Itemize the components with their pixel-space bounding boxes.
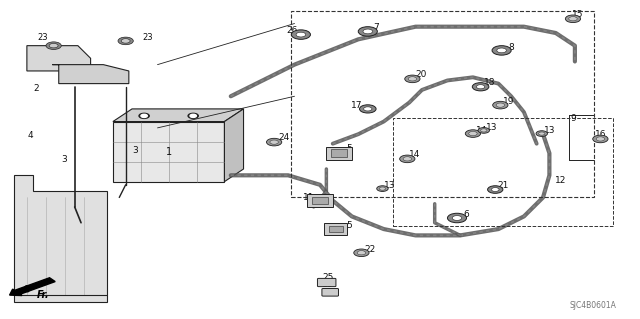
Text: 23: 23 — [143, 33, 153, 42]
Circle shape — [354, 249, 369, 256]
Text: 22: 22 — [364, 245, 375, 254]
Circle shape — [565, 15, 580, 23]
Circle shape — [399, 155, 415, 163]
Circle shape — [270, 140, 278, 144]
Text: 3: 3 — [132, 145, 138, 154]
Text: 1: 1 — [166, 147, 172, 157]
Text: 15: 15 — [572, 10, 584, 19]
Circle shape — [472, 83, 489, 91]
Text: 16: 16 — [595, 130, 606, 139]
Circle shape — [539, 132, 545, 135]
Text: 17: 17 — [351, 100, 363, 110]
FancyBboxPatch shape — [322, 288, 339, 296]
Bar — [332, 149, 347, 157]
Text: Fr.: Fr. — [36, 291, 49, 300]
Circle shape — [357, 251, 365, 255]
Circle shape — [478, 128, 490, 133]
Circle shape — [380, 187, 386, 190]
Bar — [324, 223, 348, 235]
Circle shape — [408, 77, 417, 81]
Circle shape — [481, 129, 487, 132]
Circle shape — [496, 103, 504, 107]
Polygon shape — [113, 109, 244, 122]
Text: 12: 12 — [555, 175, 566, 185]
Circle shape — [360, 105, 376, 113]
Bar — [326, 147, 352, 160]
Circle shape — [296, 32, 306, 37]
Text: SJC4B0601A: SJC4B0601A — [570, 301, 616, 310]
Text: 4: 4 — [28, 131, 33, 140]
Text: 5: 5 — [346, 221, 351, 230]
Circle shape — [358, 27, 378, 36]
Text: 25: 25 — [322, 273, 333, 282]
Text: 2: 2 — [34, 84, 39, 93]
Bar — [329, 226, 343, 233]
Text: 26: 26 — [286, 26, 298, 35]
Circle shape — [536, 131, 547, 137]
Polygon shape — [225, 109, 244, 182]
Text: 13: 13 — [385, 181, 396, 190]
Polygon shape — [27, 46, 91, 71]
Circle shape — [46, 42, 61, 49]
Circle shape — [468, 131, 477, 136]
Text: 9: 9 — [571, 114, 577, 123]
Circle shape — [569, 17, 577, 21]
Text: 8: 8 — [508, 43, 514, 52]
Circle shape — [492, 46, 511, 55]
Text: 11: 11 — [303, 193, 314, 202]
Circle shape — [141, 114, 147, 117]
Circle shape — [291, 30, 310, 39]
Circle shape — [465, 130, 481, 137]
Text: 14: 14 — [409, 150, 420, 159]
Polygon shape — [14, 175, 106, 302]
Text: 10: 10 — [322, 280, 333, 289]
Circle shape — [596, 137, 605, 141]
Text: 18: 18 — [484, 78, 495, 87]
Text: 7: 7 — [373, 23, 379, 32]
Circle shape — [121, 39, 130, 43]
Bar — [312, 197, 328, 204]
Circle shape — [404, 75, 420, 83]
Text: 3: 3 — [61, 155, 67, 164]
Circle shape — [492, 188, 499, 191]
Text: 23: 23 — [38, 33, 48, 42]
Text: 21: 21 — [498, 181, 509, 190]
Text: 13: 13 — [543, 126, 555, 135]
Bar — [307, 194, 333, 207]
Circle shape — [190, 114, 196, 117]
FancyArrow shape — [10, 278, 55, 295]
Text: 13: 13 — [486, 123, 498, 132]
Circle shape — [139, 113, 149, 118]
Text: 19: 19 — [503, 97, 515, 107]
Circle shape — [363, 29, 372, 34]
Circle shape — [452, 216, 462, 220]
Text: 6: 6 — [464, 210, 469, 219]
FancyBboxPatch shape — [317, 278, 336, 286]
Circle shape — [377, 186, 388, 191]
Bar — [291, 11, 594, 197]
Text: 14: 14 — [476, 126, 487, 135]
Text: 5: 5 — [346, 144, 351, 153]
Circle shape — [49, 43, 58, 48]
Circle shape — [476, 85, 484, 89]
Circle shape — [488, 186, 503, 193]
Circle shape — [188, 113, 198, 118]
Bar — [394, 118, 613, 226]
Circle shape — [364, 107, 372, 111]
Text: 24: 24 — [278, 133, 289, 143]
Polygon shape — [113, 122, 225, 182]
Circle shape — [593, 135, 608, 143]
Circle shape — [403, 157, 412, 161]
Circle shape — [447, 213, 467, 223]
Circle shape — [497, 48, 506, 53]
Circle shape — [493, 101, 508, 109]
Circle shape — [266, 138, 282, 146]
Circle shape — [118, 37, 133, 45]
Text: 20: 20 — [415, 70, 426, 79]
Polygon shape — [52, 65, 129, 84]
